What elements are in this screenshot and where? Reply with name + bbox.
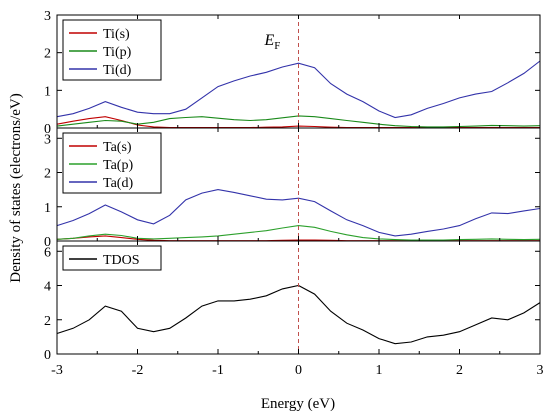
x-tick-label: -2 bbox=[132, 363, 144, 378]
y-tick-label: 6 bbox=[44, 245, 51, 260]
x-axis-label: Energy (eV) bbox=[261, 396, 335, 412]
plot-layer: 0 1 2 3 Ti(s) Ti(p) Ti(d) 0 1 2 3 Ta(s) Ta(p) Ta(d) 0 2… bbox=[44, 9, 544, 378]
fermi-label: EF bbox=[264, 32, 281, 52]
y-tick-label: 0 bbox=[44, 235, 51, 250]
legend-box bbox=[62, 132, 162, 194]
y-tick-label: 2 bbox=[44, 47, 51, 62]
legend-label: Ti(d) bbox=[103, 63, 132, 78]
x-tick-label: -1 bbox=[212, 363, 224, 378]
panel-3: 0 2 4 6 TDOS bbox=[44, 240, 541, 363]
y-axis-label: Density of states (electrons/eV) bbox=[8, 93, 24, 283]
legend-label: Ti(s) bbox=[103, 27, 130, 42]
y-tick-label: 0 bbox=[44, 348, 51, 363]
legend-label: TDOS bbox=[103, 253, 140, 268]
x-tick-label: 2 bbox=[456, 363, 463, 378]
legend-label: Ta(d) bbox=[103, 176, 133, 191]
x-tick-label: 3 bbox=[537, 363, 544, 378]
x-tick-label: -3 bbox=[51, 363, 63, 378]
fermi-label-subscript: F bbox=[274, 40, 280, 52]
panel-1: 0 1 2 3 Ti(s) Ti(p) Ti(d) bbox=[44, 9, 541, 137]
legend-label: Ti(p) bbox=[103, 45, 132, 60]
y-tick-label: 4 bbox=[44, 280, 51, 295]
legend-box bbox=[62, 19, 162, 81]
y-tick-label: 0 bbox=[44, 122, 51, 137]
y-tick-label: 3 bbox=[44, 9, 51, 24]
y-tick-label: 1 bbox=[44, 201, 51, 216]
legend-label: Ta(s) bbox=[103, 140, 132, 155]
panel-2: 0 1 2 3 Ta(s) Ta(p) Ta(d) bbox=[44, 127, 541, 250]
x-tick-label: 1 bbox=[376, 363, 383, 378]
legend-label: Ta(p) bbox=[103, 158, 133, 173]
y-tick-label: 3 bbox=[44, 132, 51, 147]
x-tick-label: 0 bbox=[295, 363, 302, 378]
y-tick-label: 2 bbox=[44, 167, 51, 182]
series-line-Ti(d) bbox=[56, 60, 541, 119]
legend-box bbox=[62, 245, 162, 271]
y-tick-label: 1 bbox=[44, 84, 51, 99]
y-tick-label: 2 bbox=[44, 314, 51, 329]
